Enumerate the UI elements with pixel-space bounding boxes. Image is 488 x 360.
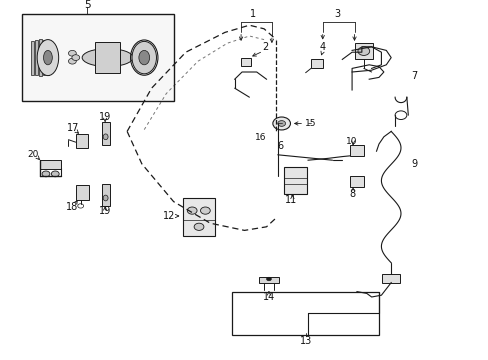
Ellipse shape bbox=[82, 49, 133, 67]
Circle shape bbox=[200, 207, 210, 214]
Bar bbox=[76, 134, 88, 148]
Ellipse shape bbox=[139, 50, 149, 65]
Circle shape bbox=[42, 171, 50, 177]
Text: 20: 20 bbox=[27, 150, 39, 159]
Bar bbox=[259, 277, 278, 283]
Bar bbox=[76, 185, 89, 200]
Text: 19: 19 bbox=[99, 112, 111, 122]
Bar bbox=[283, 167, 306, 194]
Text: 3: 3 bbox=[334, 9, 340, 19]
Circle shape bbox=[68, 58, 76, 64]
Bar bbox=[35, 40, 38, 76]
Bar bbox=[310, 59, 322, 68]
Text: 5: 5 bbox=[83, 0, 90, 10]
Circle shape bbox=[68, 50, 76, 56]
Ellipse shape bbox=[132, 41, 156, 74]
Circle shape bbox=[272, 117, 290, 130]
Bar bbox=[39, 39, 41, 76]
Circle shape bbox=[277, 121, 285, 126]
Circle shape bbox=[357, 47, 369, 55]
Text: 1: 1 bbox=[249, 9, 255, 19]
Text: 17: 17 bbox=[67, 123, 80, 133]
Text: 9: 9 bbox=[411, 159, 417, 169]
Ellipse shape bbox=[103, 134, 108, 140]
Text: 14: 14 bbox=[262, 292, 275, 302]
Text: 8: 8 bbox=[348, 189, 354, 199]
Text: 6: 6 bbox=[277, 141, 283, 151]
Bar bbox=[354, 43, 372, 59]
Text: 15: 15 bbox=[305, 119, 316, 128]
Bar bbox=[95, 42, 120, 73]
Text: 4: 4 bbox=[319, 42, 325, 52]
Circle shape bbox=[187, 207, 197, 214]
Bar bbox=[349, 145, 364, 156]
Bar bbox=[22, 14, 173, 101]
Bar bbox=[43, 40, 45, 76]
Text: 12: 12 bbox=[162, 211, 175, 221]
Text: 11: 11 bbox=[284, 195, 297, 205]
Bar bbox=[31, 41, 34, 75]
Text: 7: 7 bbox=[411, 71, 417, 81]
Bar bbox=[183, 198, 215, 236]
Text: 2: 2 bbox=[262, 42, 268, 52]
Bar bbox=[382, 274, 399, 283]
Text: 13: 13 bbox=[299, 336, 311, 346]
Circle shape bbox=[51, 171, 59, 177]
Circle shape bbox=[266, 277, 271, 281]
Text: 10: 10 bbox=[346, 136, 357, 145]
Bar bbox=[102, 184, 109, 206]
Ellipse shape bbox=[43, 50, 52, 65]
Text: 19: 19 bbox=[99, 206, 111, 216]
Ellipse shape bbox=[103, 195, 108, 201]
Bar bbox=[102, 122, 109, 145]
Bar bbox=[40, 160, 61, 169]
Text: 16: 16 bbox=[254, 133, 266, 142]
Circle shape bbox=[194, 223, 203, 230]
Bar bbox=[232, 292, 378, 335]
Bar bbox=[349, 176, 364, 187]
Bar bbox=[240, 58, 251, 66]
Bar bbox=[47, 41, 49, 75]
Circle shape bbox=[72, 55, 80, 60]
Text: 18: 18 bbox=[66, 202, 79, 212]
Ellipse shape bbox=[37, 40, 59, 76]
